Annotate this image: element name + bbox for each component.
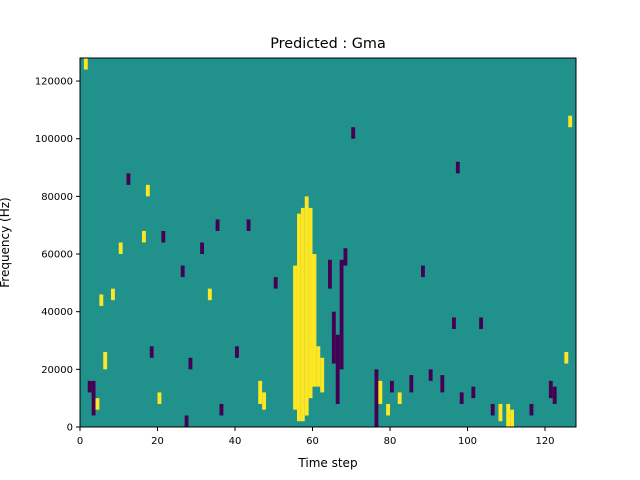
heatmap-cell <box>149 346 154 358</box>
x-axis: 0 20 40 60 80 100 120 <box>77 427 555 447</box>
heatmap-cell <box>188 357 193 370</box>
heatmap-cell <box>87 380 92 393</box>
heatmap-cell <box>215 219 220 231</box>
heatmap-cell <box>409 375 414 393</box>
heatmap-cell <box>386 403 391 416</box>
heatmap-cell <box>440 375 445 393</box>
heatmap-cell <box>351 127 356 139</box>
heatmap-cell <box>374 369 379 427</box>
heatmap-cell <box>157 392 162 404</box>
heatmap-cell <box>262 392 267 410</box>
heatmap-cell <box>397 392 402 404</box>
heatmap-cell <box>235 346 239 358</box>
chart-title: Predicted : Gma <box>270 36 386 52</box>
heatmap-cell <box>548 380 553 399</box>
heatmap-cell <box>103 352 108 370</box>
heatmap-cell <box>568 115 573 128</box>
heatmap-cell <box>207 288 212 301</box>
x-tick-label: 20 <box>151 436 164 447</box>
heatmap-cell <box>452 317 456 329</box>
heatmap-cell <box>552 386 557 404</box>
heatmap-cell <box>161 230 166 243</box>
heatmap-plot-area <box>79 57 577 428</box>
heatmap-cell <box>91 380 96 416</box>
heatmap-cell <box>459 392 464 404</box>
heatmap-cell <box>95 398 100 410</box>
x-axis-label: Time step <box>297 456 357 470</box>
heatmap-cell <box>111 288 115 301</box>
heatmap-cell <box>529 403 534 416</box>
heatmap-cell <box>328 259 332 289</box>
y-axis-label: Frequency (Hz) <box>0 197 12 288</box>
x-tick-label: 100 <box>458 436 477 447</box>
heatmap-cell <box>390 380 394 393</box>
heatmap-cell <box>343 248 348 266</box>
heatmap-cell <box>219 403 224 416</box>
plot-frame <box>79 57 577 428</box>
heatmap-cell <box>142 230 146 243</box>
heatmap-cell <box>506 403 511 427</box>
y-tick-label: 0 <box>67 423 73 434</box>
heatmap-cell <box>293 265 298 410</box>
x-tick-label: 80 <box>384 436 397 447</box>
heatmap-cell <box>471 386 476 399</box>
heatmap-cell <box>297 213 301 422</box>
heatmap-cell <box>200 242 205 255</box>
heatmap-cell <box>184 415 189 427</box>
heatmap-cell <box>99 294 104 306</box>
heatmap-cell <box>258 380 263 404</box>
heatmap-cell <box>126 173 131 185</box>
y-tick-label: 60000 <box>41 250 73 261</box>
heatmap-cell <box>273 277 278 289</box>
heatmap-cell <box>316 346 321 387</box>
heatmap-cell <box>510 409 515 427</box>
heatmap-cell <box>246 219 251 231</box>
heatmap-cell <box>339 259 344 370</box>
y-tick-label: 20000 <box>41 365 73 376</box>
heatmap-cell <box>490 403 495 416</box>
y-tick-label: 100000 <box>35 134 73 145</box>
heatmap-cell <box>421 265 425 278</box>
heatmap-cell <box>312 254 317 387</box>
heatmap-cell <box>118 242 123 255</box>
heatmap-cell <box>320 357 325 393</box>
heatmap-cell <box>498 403 503 422</box>
heatmap-cell <box>378 380 383 404</box>
heatmap-cell <box>335 334 340 404</box>
heatmap-cells <box>83 58 573 427</box>
x-tick-label: 40 <box>229 436 242 447</box>
heatmap-cell <box>145 184 150 197</box>
heatmap-cell <box>300 207 305 422</box>
heatmap-cell <box>331 311 336 364</box>
y-tick-label: 120000 <box>35 77 73 88</box>
x-tick-label: 0 <box>77 436 83 447</box>
heatmap-cell <box>564 352 569 364</box>
x-tick-label: 60 <box>306 436 319 447</box>
y-axis: 0 20000 40000 60000 80000 100000 120000 <box>35 77 80 434</box>
heatmap-cell <box>180 265 185 278</box>
y-tick-label: 40000 <box>41 307 73 318</box>
heatmap-cell <box>455 161 460 174</box>
heatmap-cell <box>83 58 88 70</box>
heatmap-cell <box>428 369 433 381</box>
heatmap-background <box>80 58 576 427</box>
heatmap-cell <box>304 196 309 416</box>
y-tick-label: 80000 <box>41 192 73 203</box>
heatmap-cell <box>479 317 484 329</box>
heatmap-cell <box>308 207 313 399</box>
x-tick-label: 120 <box>535 436 554 447</box>
